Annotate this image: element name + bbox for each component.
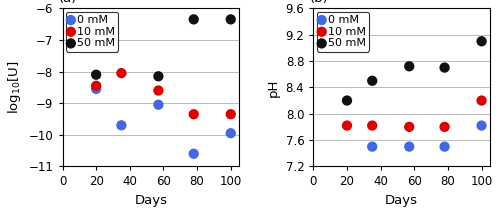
50 mM xyxy=(226,18,234,21)
0 mM xyxy=(440,145,448,148)
50 mM xyxy=(154,75,162,78)
10 mM xyxy=(154,89,162,92)
0 mM xyxy=(92,87,100,91)
10 mM xyxy=(343,124,351,127)
50 mM xyxy=(92,73,100,76)
10 mM xyxy=(368,124,376,127)
0 mM xyxy=(368,145,376,148)
50 mM xyxy=(440,66,448,69)
Text: (a): (a) xyxy=(59,0,78,5)
X-axis label: Days: Days xyxy=(134,194,168,207)
10 mM xyxy=(118,72,126,75)
Legend: 0 mM, 10 mM, 50 mM: 0 mM, 10 mM, 50 mM xyxy=(316,12,369,52)
0 mM xyxy=(226,131,234,135)
10 mM xyxy=(405,125,413,129)
X-axis label: Days: Days xyxy=(385,194,418,207)
Text: (b): (b) xyxy=(310,0,328,5)
10 mM xyxy=(226,113,234,116)
0 mM xyxy=(478,124,486,127)
10 mM xyxy=(92,84,100,87)
50 mM xyxy=(343,99,351,102)
10 mM xyxy=(440,125,448,129)
0 mM xyxy=(154,103,162,106)
Legend: 0 mM, 10 mM, 50 mM: 0 mM, 10 mM, 50 mM xyxy=(66,12,118,52)
50 mM xyxy=(368,79,376,82)
0 mM xyxy=(405,145,413,148)
50 mM xyxy=(405,65,413,68)
10 mM xyxy=(190,113,198,116)
0 mM xyxy=(190,152,198,155)
0 mM xyxy=(118,124,126,127)
50 mM xyxy=(190,18,198,21)
Y-axis label: pH: pH xyxy=(267,78,280,97)
Y-axis label: log$_{10}$[U]: log$_{10}$[U] xyxy=(6,61,23,114)
10 mM xyxy=(478,99,486,102)
50 mM xyxy=(478,40,486,43)
